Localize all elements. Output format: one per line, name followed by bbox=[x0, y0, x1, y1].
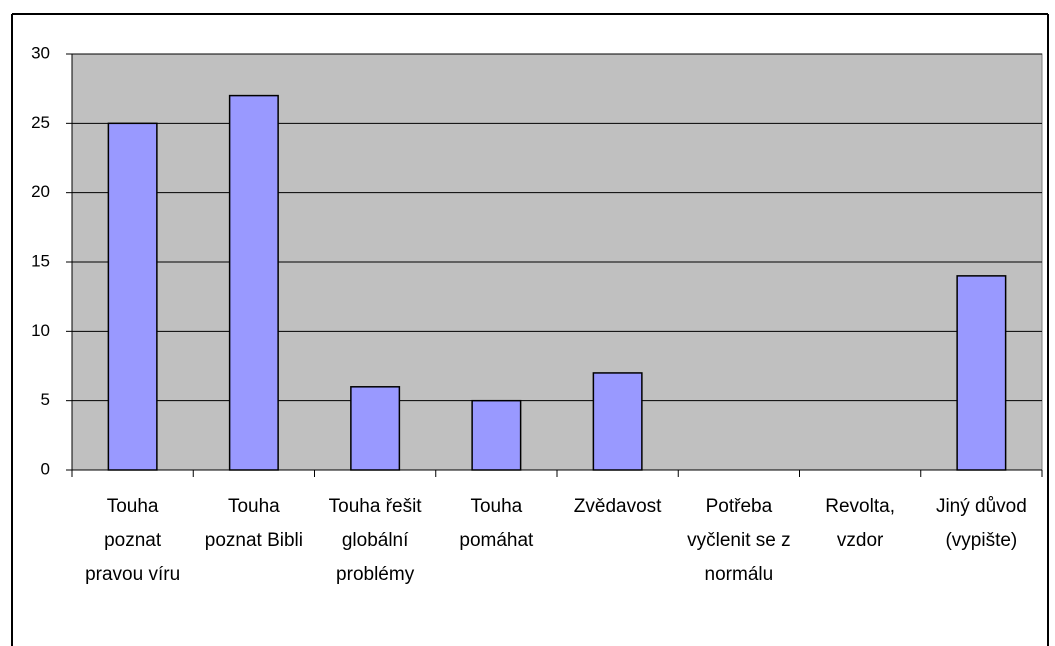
x-tick-label: Revolta, vzdor bbox=[825, 496, 895, 551]
y-tick-label: 5 bbox=[41, 390, 50, 409]
y-tick-label: 0 bbox=[41, 459, 50, 478]
y-tick-label: 10 bbox=[31, 321, 50, 340]
bar bbox=[592, 372, 643, 471]
y-tick-label: 25 bbox=[31, 113, 50, 132]
bar bbox=[107, 122, 158, 471]
bar bbox=[228, 94, 279, 471]
y-tick-label: 20 bbox=[31, 182, 50, 201]
bar bbox=[350, 386, 401, 471]
y-tick-label: 15 bbox=[31, 251, 50, 270]
x-tick-label: Touha poznat Bibli bbox=[204, 496, 303, 551]
x-tick-label: Potřeba vyčlenit se z normálu bbox=[687, 496, 791, 585]
x-tick-label: Touha poznat pravou víru bbox=[85, 496, 181, 585]
bar bbox=[956, 275, 1007, 471]
y-tick-label: 30 bbox=[31, 43, 50, 62]
x-tick-label: Jiný důvod (vypište) bbox=[935, 496, 1027, 551]
x-tick-label: Zvědavost bbox=[573, 496, 662, 517]
x-tick-label: Touha pomáhat bbox=[459, 496, 534, 551]
bar bbox=[471, 399, 522, 471]
x-tick-label: Touha řešit globální problémy bbox=[328, 496, 422, 585]
